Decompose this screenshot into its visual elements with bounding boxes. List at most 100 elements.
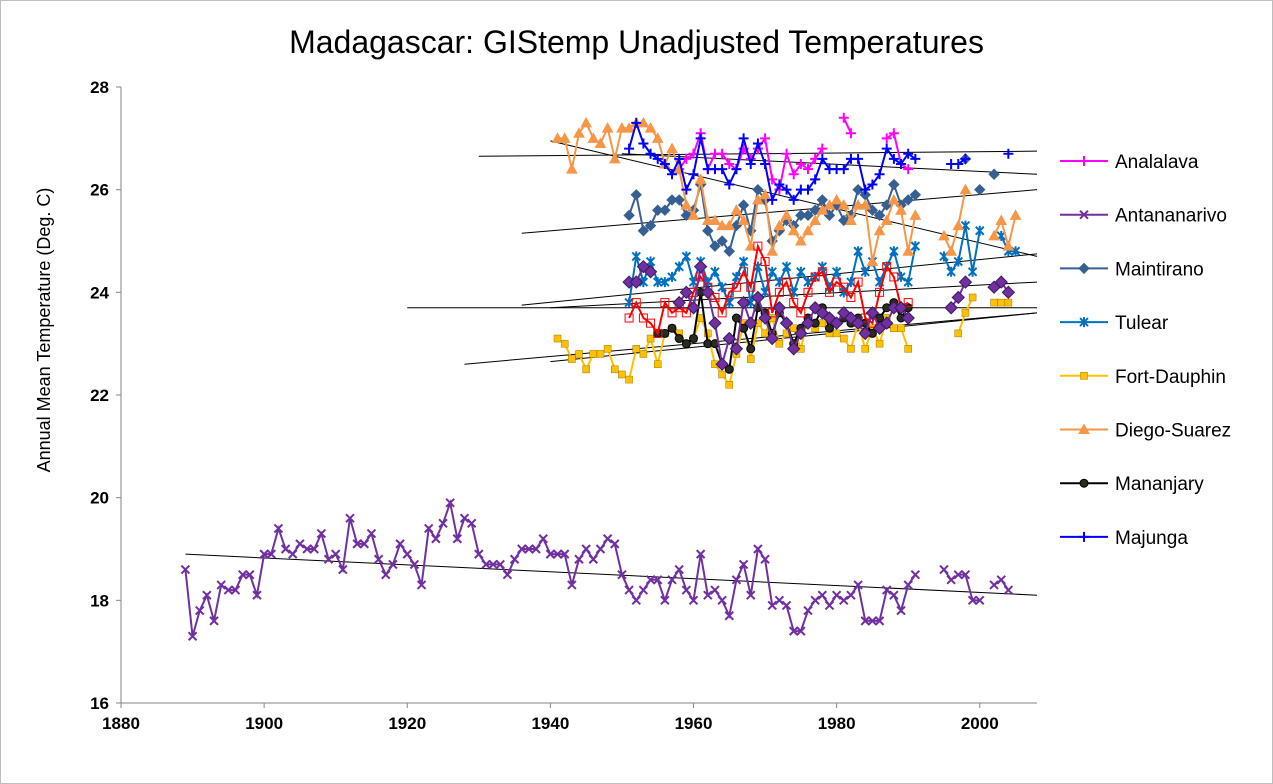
data-point xyxy=(701,285,715,300)
data-point xyxy=(624,313,634,323)
data-point xyxy=(781,184,792,195)
data-point xyxy=(961,309,970,317)
data-point xyxy=(861,345,869,353)
data-point xyxy=(638,313,648,323)
data-point xyxy=(738,133,749,144)
data-point xyxy=(352,539,362,549)
data-point xyxy=(431,534,441,544)
data-point xyxy=(794,326,808,341)
data-point xyxy=(531,544,541,554)
data-point xyxy=(717,595,727,606)
data-point xyxy=(717,148,728,159)
data-point xyxy=(731,313,741,323)
data-point xyxy=(960,153,971,164)
data-point xyxy=(881,133,892,144)
data-point xyxy=(881,143,892,154)
data-point xyxy=(852,199,864,210)
data-point xyxy=(830,193,843,205)
data-point xyxy=(709,240,721,252)
data-point xyxy=(954,329,963,338)
data-point xyxy=(653,328,663,338)
data-point xyxy=(853,277,863,287)
data-point xyxy=(488,559,498,570)
y-tick-label: 20 xyxy=(90,489,109,508)
data-point xyxy=(323,554,334,564)
data-point xyxy=(939,564,949,575)
data-point xyxy=(903,580,913,590)
data-point xyxy=(852,183,864,196)
data-point xyxy=(202,590,212,600)
data-point xyxy=(316,528,327,539)
trendline xyxy=(550,312,1038,363)
data-point xyxy=(746,282,756,292)
data-point xyxy=(573,127,585,138)
data-point xyxy=(611,365,619,374)
data-point xyxy=(632,345,640,353)
data-point xyxy=(989,580,999,590)
data-point xyxy=(938,229,950,241)
data-point xyxy=(896,159,907,169)
chart-title: Madagascar: GIStemp Unadjusted Temperatu… xyxy=(289,24,984,60)
data-point xyxy=(794,234,807,246)
data-point xyxy=(659,204,671,216)
data-point xyxy=(638,277,649,288)
data-point xyxy=(645,575,656,585)
series-line xyxy=(943,189,967,255)
data-point xyxy=(481,559,491,570)
data-point xyxy=(803,605,813,616)
data-point xyxy=(338,564,348,575)
data-point xyxy=(774,287,784,297)
data-point xyxy=(786,342,801,356)
data-point xyxy=(722,331,736,346)
data-point xyxy=(724,287,734,297)
data-point xyxy=(903,298,913,308)
data-point xyxy=(673,194,685,206)
data-point xyxy=(994,275,1008,289)
data-point xyxy=(945,245,957,256)
data-point xyxy=(667,575,677,585)
data-point xyxy=(646,334,655,343)
data-point xyxy=(660,277,670,288)
data-point xyxy=(867,616,878,626)
data-point xyxy=(674,564,684,575)
data-point xyxy=(681,184,692,195)
data-point xyxy=(959,183,972,195)
data-point xyxy=(858,326,872,341)
data-point xyxy=(660,298,670,308)
data-point xyxy=(766,245,779,256)
data-point xyxy=(880,214,893,225)
data-point xyxy=(723,219,736,231)
data-point xyxy=(746,297,756,308)
data-point xyxy=(880,316,894,330)
data-point xyxy=(638,585,649,595)
data-point xyxy=(474,549,484,559)
data-point xyxy=(209,616,219,626)
data-point xyxy=(466,518,477,529)
data-point xyxy=(888,128,899,139)
data-point xyxy=(558,132,571,143)
data-point xyxy=(760,554,770,564)
data-point xyxy=(847,345,855,353)
data-point xyxy=(853,580,863,590)
data-point xyxy=(853,153,864,164)
data-point xyxy=(761,329,769,338)
data-point xyxy=(653,360,662,368)
series-antananarivo-diamonds xyxy=(622,259,1016,371)
series-5 xyxy=(551,116,1022,267)
data-point xyxy=(674,153,685,164)
x-tick-label: 1960 xyxy=(675,714,713,733)
data-point xyxy=(259,549,269,559)
data-point xyxy=(693,259,708,274)
data-point xyxy=(874,616,885,626)
data-point xyxy=(724,159,735,169)
data-point xyxy=(760,159,771,169)
series-layer xyxy=(180,112,1022,641)
data-point xyxy=(774,179,785,190)
data-point xyxy=(939,251,949,262)
data-point xyxy=(195,605,205,616)
data-point xyxy=(901,311,915,325)
data-point xyxy=(759,188,771,200)
data-point xyxy=(760,287,770,298)
data-point xyxy=(643,265,658,279)
data-point xyxy=(708,316,722,330)
